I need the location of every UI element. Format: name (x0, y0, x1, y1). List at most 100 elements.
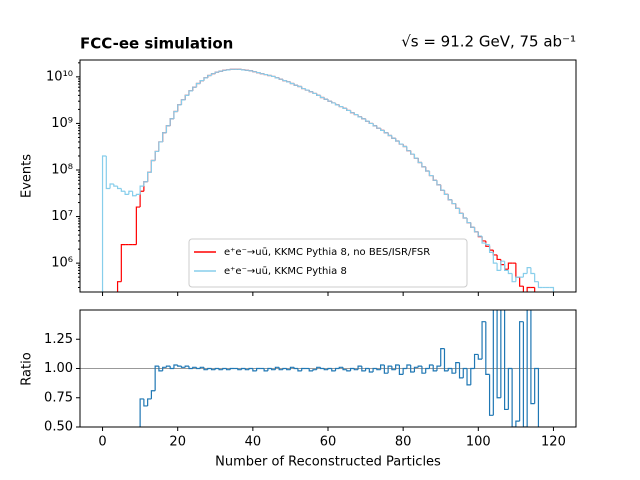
histogram-step (143, 398, 148, 407)
plot-area (101, 68, 555, 292)
histogram-step (440, 348, 445, 367)
histogram-step (466, 368, 471, 386)
histogram-step (413, 154, 419, 159)
histogram-step (240, 367, 246, 370)
histogram-step (274, 366, 280, 370)
histogram-step (349, 110, 355, 114)
histogram-step (222, 367, 227, 370)
histogram-step (135, 193, 141, 196)
histogram-step (214, 71, 220, 74)
histogram-step (496, 254, 501, 261)
histogram-step (368, 368, 374, 373)
histogram-step (380, 128, 385, 131)
histogram-step (169, 366, 174, 370)
histogram-step (398, 364, 404, 375)
histogram-step (357, 114, 362, 118)
histogram-step (158, 366, 163, 372)
histogram-step (323, 368, 328, 371)
histogram-step (113, 184, 118, 187)
histogram-step (402, 144, 407, 148)
histogram-step (458, 208, 464, 214)
histogram-step (162, 366, 167, 371)
histogram-step (184, 365, 189, 368)
histogram-step (180, 99, 186, 105)
histogram-step (534, 273, 539, 283)
histogram-step (267, 367, 272, 371)
histogram-step (338, 104, 344, 108)
histogram-step (263, 73, 268, 76)
y-tick-label: 10⁸ (51, 162, 73, 177)
histogram-step (147, 171, 152, 182)
histogram-step (331, 368, 336, 372)
chart-title: FCC-ee simulation (80, 35, 233, 53)
histogram-step (105, 155, 111, 190)
histogram-step (203, 77, 208, 81)
histogram-step (308, 90, 313, 93)
histogram-step (425, 367, 430, 374)
y-axis-label: Events (20, 154, 35, 198)
y-tick-label: 10⁶ (51, 256, 73, 271)
histogram-step (244, 368, 250, 371)
histogram-step (522, 321, 528, 427)
histogram-step (398, 140, 404, 145)
histogram-step (500, 310, 502, 398)
histogram-step (447, 367, 452, 371)
histogram-step (278, 367, 283, 371)
y-tick-label: 1.25 (44, 332, 73, 347)
histogram-step (218, 70, 223, 73)
histogram-step (372, 367, 377, 373)
histogram-step (361, 366, 366, 372)
histogram-step (372, 123, 377, 127)
histogram-step (286, 368, 291, 371)
histogram-step (199, 80, 204, 84)
histogram-step (267, 74, 272, 77)
histogram-step (383, 130, 389, 134)
legend-label: e⁺e⁻→uū, KKMC Pythia 8, no BES/ISR/FSR (224, 247, 430, 258)
histogram-step (349, 367, 355, 371)
histogram-step (361, 116, 366, 120)
histogram-step (301, 86, 306, 90)
histogram-step (192, 86, 197, 91)
histogram-step (278, 77, 283, 80)
y-tick-label: 1.00 (44, 361, 73, 376)
histogram-step (383, 364, 389, 374)
histogram-step (274, 76, 280, 79)
histogram-step (481, 321, 486, 360)
histogram-step (455, 203, 460, 209)
histogram-step (162, 132, 167, 142)
histogram-step (492, 310, 494, 416)
histogram-step (203, 367, 208, 371)
histogram-step (368, 121, 374, 125)
histogram-step (436, 180, 441, 186)
histogram-step (462, 367, 468, 378)
histogram-step (522, 272, 528, 278)
histogram-step (477, 231, 483, 237)
histogram-step (229, 68, 235, 70)
histogram-step (342, 106, 347, 110)
histogram-step (188, 90, 193, 96)
histogram-step (481, 236, 486, 244)
histogram-step (417, 365, 422, 368)
histogram-step (271, 368, 276, 371)
histogram-step (530, 310, 535, 405)
histogram-step (316, 366, 321, 370)
x-tick-label: 0 (98, 435, 106, 450)
histogram-step (402, 367, 407, 375)
histogram-step (549, 286, 555, 292)
histogram-step (526, 286, 531, 292)
histogram-step (526, 267, 531, 274)
histogram-step (252, 70, 257, 73)
legend-label: e⁺e⁻→uū, KKMC Pythia 8 (224, 266, 347, 277)
histogram-step (173, 110, 178, 119)
histogram-step (462, 213, 468, 219)
histogram-step (331, 101, 336, 104)
histogram-step (139, 185, 144, 195)
histogram-step (507, 367, 513, 410)
legend-box (188, 238, 468, 288)
histogram-step (417, 158, 422, 164)
histogram-step (158, 141, 163, 152)
histogram-step (534, 287, 536, 292)
histogram-step (534, 367, 540, 427)
histogram-step (485, 243, 490, 246)
histogram-step (526, 310, 528, 427)
